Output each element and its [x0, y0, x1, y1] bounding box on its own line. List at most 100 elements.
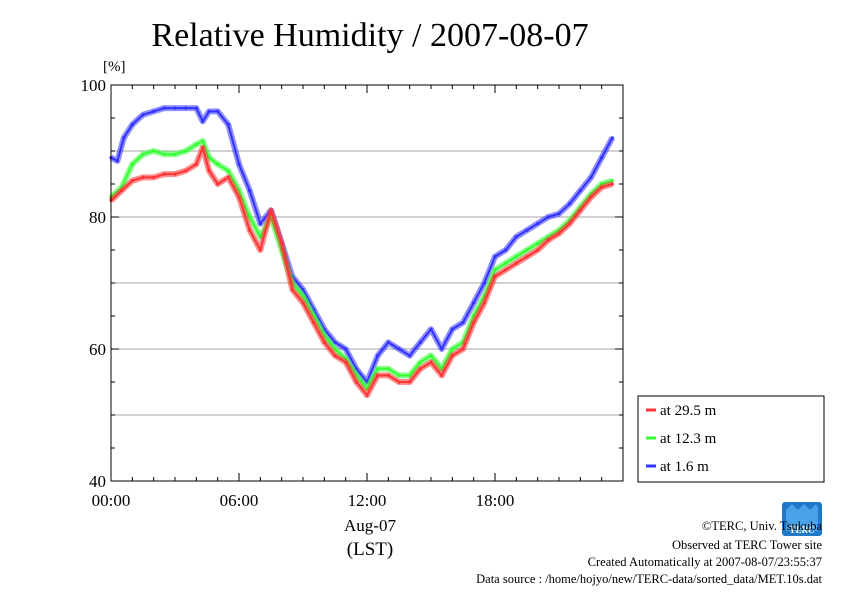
data-point	[578, 208, 582, 212]
data-point	[201, 119, 205, 123]
data-point	[568, 222, 572, 226]
data-point	[525, 228, 529, 232]
data-point	[536, 241, 540, 245]
legend: at 29.5 m at 12.3 m at 1.6 m	[637, 395, 825, 483]
data-point	[397, 347, 401, 351]
legend-label: at 1.6 m	[660, 459, 709, 475]
data-point	[344, 347, 348, 351]
data-point	[194, 106, 198, 110]
data-point	[493, 274, 497, 278]
series-band	[108, 144, 614, 399]
credit-source: Data source : /home/hojyo/new/TERC-data/…	[476, 572, 822, 586]
x-axis-ticks: 00:00 06:00 12:00 18:00	[92, 85, 624, 510]
data-point	[248, 215, 252, 219]
data-point	[525, 255, 529, 259]
data-point	[237, 162, 241, 166]
data-point	[440, 347, 444, 351]
data-point	[152, 109, 156, 113]
series-layer	[108, 105, 615, 399]
data-point	[173, 172, 177, 176]
data-point	[568, 202, 572, 206]
data-point	[130, 162, 134, 166]
data-point	[397, 373, 401, 377]
data-point	[429, 327, 433, 331]
data-point	[504, 268, 508, 272]
data-point	[184, 106, 188, 110]
data-point	[472, 301, 476, 305]
data-point	[237, 195, 241, 199]
data-point	[301, 294, 305, 298]
credits: ©TERC, Univ. Tsukuba Observed at TERC To…	[476, 519, 822, 586]
y-axis-ticks: 40 60 80 100	[81, 76, 623, 491]
data-point	[600, 156, 604, 160]
data-point	[504, 261, 508, 265]
data-point	[184, 169, 188, 173]
data-point	[226, 169, 230, 173]
data-point	[408, 380, 412, 384]
data-point	[258, 248, 262, 252]
y-axis-unit: [%]	[103, 59, 126, 75]
data-point	[344, 360, 348, 364]
data-point	[216, 182, 220, 186]
data-point	[482, 301, 486, 305]
y-tick-label: 60	[89, 340, 106, 359]
logo-tower-icon	[786, 504, 818, 531]
data-point	[610, 179, 614, 183]
data-point	[122, 136, 126, 140]
data-point	[536, 222, 540, 226]
data-point	[493, 255, 497, 259]
data-point	[216, 109, 220, 113]
data-point	[115, 159, 119, 163]
data-point	[440, 373, 444, 377]
data-point	[130, 179, 134, 183]
data-point	[173, 106, 177, 110]
data-point	[194, 162, 198, 166]
data-point	[450, 327, 454, 331]
data-point	[162, 152, 166, 156]
data-point	[408, 354, 412, 358]
x-axis-date: Aug-07	[344, 516, 396, 535]
gridlines	[111, 150, 623, 416]
data-point	[258, 222, 262, 226]
legend-label: at 12.3 m	[660, 431, 717, 447]
y-tick-label: 80	[89, 208, 106, 227]
data-point	[514, 255, 518, 259]
data-point	[418, 360, 422, 364]
data-point	[207, 169, 211, 173]
data-point	[472, 321, 476, 325]
data-point	[589, 195, 593, 199]
legend-label: at 29.5 m	[660, 403, 717, 419]
legend-item: at 12.3 m	[646, 431, 717, 447]
data-point	[141, 152, 145, 156]
credit-observed: Observed at TERC Tower site	[672, 538, 822, 552]
data-point	[173, 152, 177, 156]
data-point	[429, 360, 433, 364]
data-point	[610, 136, 614, 140]
series-line	[110, 140, 613, 390]
logo-text: TERC	[789, 525, 814, 535]
chart-title: Relative Humidity / 2007-08-07	[151, 17, 588, 54]
data-point	[194, 142, 198, 146]
x-tick-label: 06:00	[220, 491, 259, 510]
data-point	[536, 248, 540, 252]
credit-copyright: ©TERC, Univ. Tsukuba	[702, 519, 823, 533]
data-point	[248, 189, 252, 193]
data-point	[365, 393, 369, 397]
data-point	[376, 367, 380, 371]
data-point	[141, 175, 145, 179]
series-line	[110, 146, 613, 397]
y-tick-label: 40	[89, 472, 106, 491]
data-point	[152, 175, 156, 179]
data-point	[312, 321, 316, 325]
legend-item: at 29.5 m	[646, 403, 717, 419]
data-point	[429, 354, 433, 358]
series-band	[108, 138, 614, 392]
data-point	[504, 248, 508, 252]
data-point	[354, 380, 358, 384]
data-point	[493, 268, 497, 272]
data-point	[450, 347, 454, 351]
data-point	[333, 340, 337, 344]
x-tick-label: 00:00	[92, 491, 131, 510]
data-point	[461, 321, 465, 325]
